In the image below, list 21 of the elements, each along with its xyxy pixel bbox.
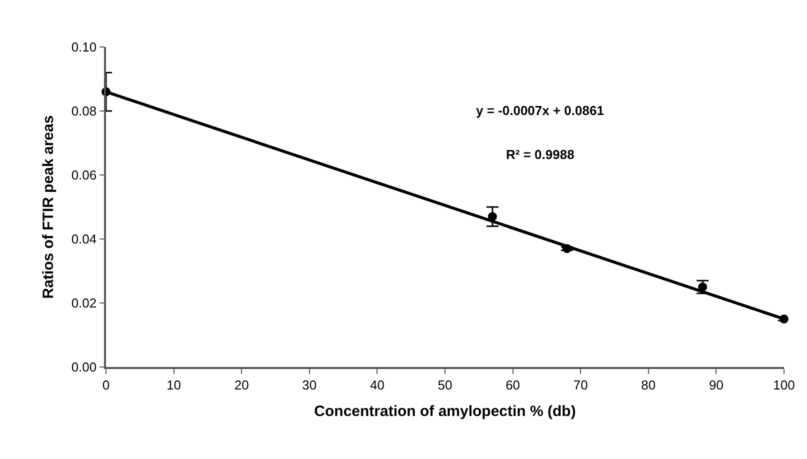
x-tick-label: 0	[102, 377, 110, 392]
y-tick-label: 0.02	[71, 296, 97, 311]
x-tick-label: 90	[708, 377, 724, 392]
annotation: y = -0.0007x + 0.0861	[476, 103, 604, 118]
annotation: R² = 0.9988	[506, 147, 574, 162]
x-tick-label: 60	[506, 377, 520, 392]
x-tick-label: 100	[773, 377, 795, 392]
y-tick-label: 0.00	[71, 360, 97, 375]
x-tick-label: 10	[166, 377, 182, 392]
x-tick-label: 40	[370, 377, 384, 392]
x-tick-label: 80	[641, 377, 656, 392]
x-axis-title: Concentration of amylopectin % (db)	[314, 402, 576, 420]
y-tick-label: 0.04	[71, 232, 97, 247]
y-tick-label: 0.10	[71, 40, 97, 55]
y-tick-label: 0.08	[71, 104, 97, 119]
y-axis-title: Ratios of FTIR peak areas	[40, 115, 58, 299]
x-tick-label: 30	[302, 377, 317, 392]
x-tick-label: 20	[234, 377, 249, 392]
y-tick-label: 0.06	[71, 168, 97, 183]
x-tick-label: 50	[438, 377, 452, 392]
x-tick-label: 70	[573, 377, 588, 392]
